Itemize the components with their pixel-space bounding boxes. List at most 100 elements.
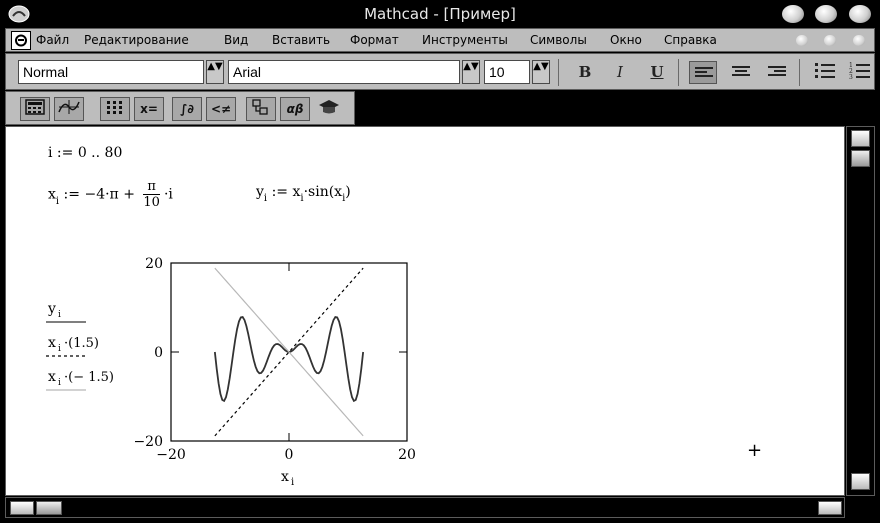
underline-button[interactable]: U	[650, 63, 664, 81]
x-def-lhs: x	[48, 186, 56, 203]
font-select[interactable]: Arial	[228, 60, 460, 84]
svg-text:3: 3	[849, 74, 853, 79]
size-select[interactable]: 10	[484, 60, 530, 84]
title-bar[interactable]: Mathcad - [Пример]	[0, 0, 880, 27]
x-tick-label: 20	[398, 447, 416, 463]
boolean-button[interactable]: <≠	[206, 97, 236, 121]
menu-format[interactable]: Формат	[350, 33, 399, 47]
graph-icon	[58, 100, 80, 114]
style-dropdown-arrow[interactable]: ▲▼	[206, 60, 224, 84]
y-def-subscript: i	[263, 193, 268, 204]
y-definition[interactable]: yi := xi·sin(xi)	[256, 184, 351, 204]
size-dropdown-arrow[interactable]: ▲▼	[532, 60, 550, 84]
align-center-button[interactable]	[727, 61, 755, 84]
menu-file[interactable]: Файл	[36, 33, 70, 47]
menu-bar: Файл Редактирование Вид Вставить Формат …	[5, 28, 875, 52]
x-axis-label: x	[281, 469, 289, 485]
minimize-button[interactable]	[782, 5, 804, 23]
series-line-1	[213, 316, 365, 403]
align-right-button[interactable]	[763, 61, 791, 84]
align-left-icon	[695, 67, 713, 79]
legend-label-subscript-1: i	[58, 310, 61, 320]
horizontal-scroll-thumb[interactable]	[36, 501, 62, 515]
matrix-button[interactable]	[100, 97, 130, 121]
scroll-left-button[interactable]	[10, 501, 34, 515]
symbolic-button[interactable]	[314, 97, 344, 121]
range-definition[interactable]: i := 0 .. 80	[48, 145, 123, 161]
y-tick-label: 20	[145, 256, 163, 272]
scroll-right-button[interactable]	[818, 501, 842, 515]
document-icon[interactable]	[11, 31, 31, 50]
numbered-list-icon: 123	[849, 62, 870, 81]
calculator-button[interactable]	[20, 97, 50, 121]
close-button[interactable]	[849, 5, 871, 23]
y-def-subscript-2: i	[300, 193, 304, 204]
insertion-crosshair: +	[747, 440, 763, 461]
graph-button[interactable]	[54, 97, 84, 121]
menu-tools[interactable]: Инструменты	[422, 33, 508, 47]
matrix-icon	[107, 101, 122, 114]
bullet-list-button[interactable]	[811, 61, 839, 84]
legend-label-subscript-2: i	[58, 344, 61, 354]
toolbar-separator	[558, 59, 559, 86]
menu-view[interactable]: Вид	[224, 33, 249, 47]
mathcad-app-icon[interactable]	[8, 4, 30, 24]
worksheet[interactable]: i := 0 .. 80 xi := −4·π + π 10 ·i yi := xi…	[5, 126, 845, 496]
evaluation-button[interactable]: x=	[134, 97, 164, 121]
vertical-scroll-thumb[interactable]	[851, 150, 870, 167]
doc-restore-button[interactable]	[824, 35, 836, 46]
y-def-assign: := x	[267, 184, 301, 200]
align-center-icon	[732, 66, 750, 78]
menu-help[interactable]: Справка	[664, 33, 717, 47]
x-axis-label-subscript: i	[291, 477, 294, 488]
calculus-button[interactable]: ∫∂	[172, 97, 202, 121]
greek-button[interactable]: αβ	[280, 97, 310, 121]
align-right-icon	[768, 66, 786, 78]
vertical-scrollbar[interactable]	[846, 126, 875, 496]
align-left-button[interactable]	[689, 61, 717, 84]
svg-text:1: 1	[849, 62, 853, 69]
y-def-lhs: y	[256, 184, 264, 200]
y-tick-label: 0	[154, 345, 163, 361]
bold-button[interactable]: B	[578, 63, 592, 81]
x-def-rhs-prefix: := −4·π +	[59, 186, 140, 203]
y-tick-label: −20	[133, 434, 163, 450]
y-def-sin: ·sin	[303, 184, 329, 200]
scroll-up-button[interactable]	[851, 130, 870, 147]
bullet-list-icon	[815, 63, 835, 78]
menu-window[interactable]: Окно	[610, 33, 642, 47]
programming-button[interactable]	[246, 97, 276, 121]
x-def-subscript: i	[55, 195, 60, 207]
x-tick-label: 0	[285, 447, 294, 463]
x-tick-label: −20	[156, 447, 186, 463]
font-dropdown-arrow[interactable]: ▲▼	[462, 60, 480, 84]
horizontal-scrollbar[interactable]	[5, 497, 845, 518]
pi-over-10-fraction: π 10	[143, 179, 160, 210]
menu-insert[interactable]: Вставить	[272, 33, 331, 47]
scroll-down-button[interactable]	[851, 473, 870, 490]
doc-minimize-button[interactable]	[796, 35, 808, 46]
legend-label-suffix-2: ·(1.5)	[64, 336, 99, 351]
menu-symbols[interactable]: Символы	[530, 33, 587, 47]
programming-icon	[252, 99, 268, 115]
series-line-2	[214, 267, 364, 437]
style-select[interactable]: Normal	[18, 60, 204, 84]
scrollbar-corner	[846, 497, 875, 518]
graduation-cap-icon	[319, 100, 339, 114]
legend-label-subscript-3: i	[58, 378, 61, 388]
legend-label-3: x	[48, 369, 56, 385]
x-definition[interactable]: xi := −4·π + π 10 ·i	[48, 179, 173, 210]
italic-button[interactable]: I	[617, 63, 623, 81]
y-def-subscript-3: i	[342, 193, 346, 204]
calculator-icon	[25, 99, 45, 115]
math-toolbar: x= ∫∂ <≠ αβ	[5, 91, 355, 125]
legend-label-2: x	[48, 335, 56, 351]
menu-edit[interactable]: Редактирование	[84, 33, 189, 47]
legend-label-suffix-3: ·(− 1.5)	[64, 370, 114, 385]
toolbar-separator	[799, 59, 800, 86]
maximize-button[interactable]	[815, 5, 837, 23]
doc-close-button[interactable]	[853, 35, 865, 46]
